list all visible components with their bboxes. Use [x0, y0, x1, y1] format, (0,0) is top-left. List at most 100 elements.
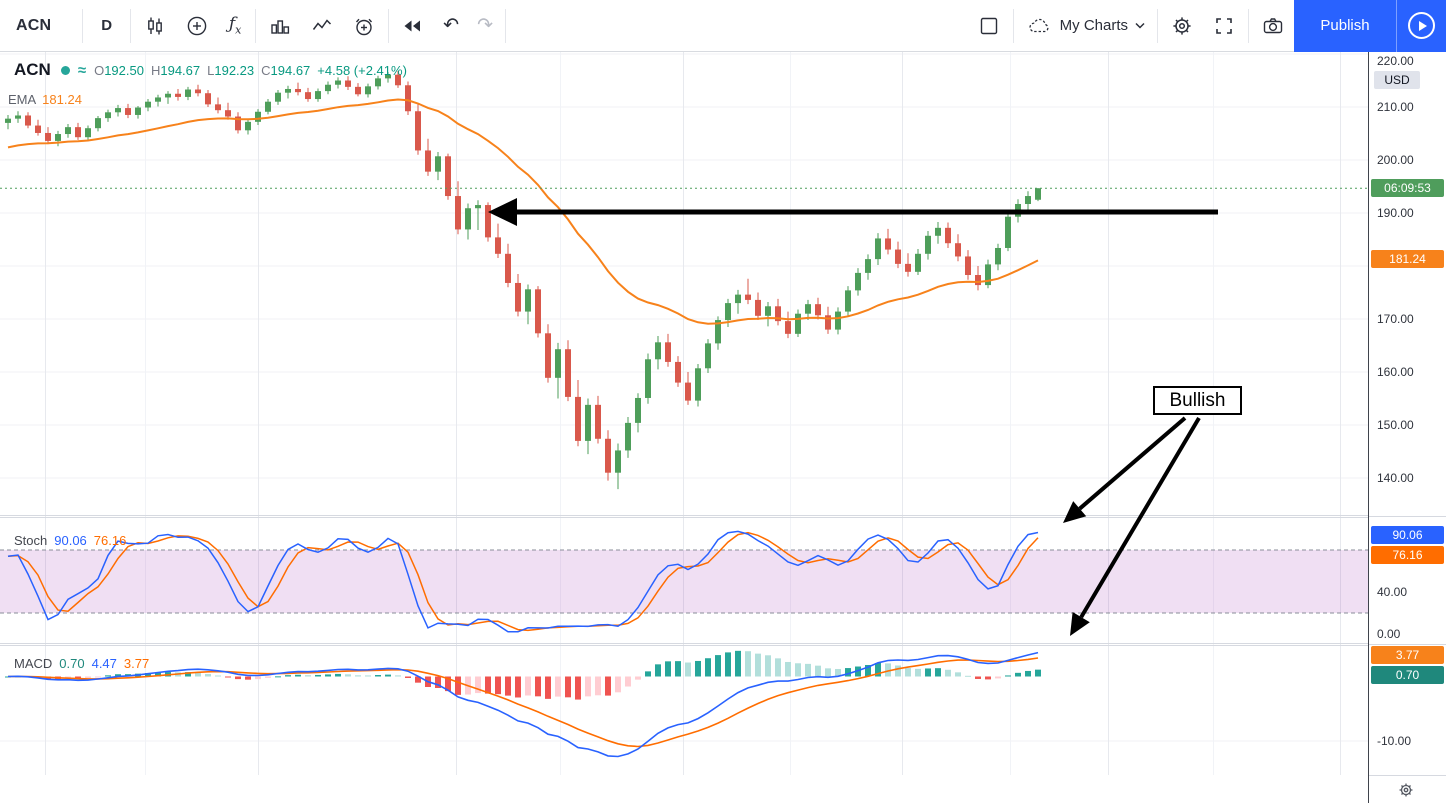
layout-square-icon: [977, 14, 1001, 38]
axis-label-140: 140.00: [1377, 471, 1414, 485]
redo-button[interactable]: ↷: [468, 0, 502, 52]
market-status-icon: [60, 65, 70, 75]
toolbar-divider: [388, 8, 390, 43]
axis-label-190: 190.00: [1377, 206, 1414, 220]
indicators-button[interactable]: ƒx: [218, 0, 252, 52]
high-label: H: [150, 62, 161, 78]
fullscreen-icon: [1212, 14, 1236, 38]
price-axis[interactable]: 220.00 USD 210.00 200.00 06:09:53 190.00…: [1368, 52, 1446, 803]
macd-axis-label-neg10: -10.00: [1377, 734, 1412, 748]
chart-style-button[interactable]: [134, 0, 176, 52]
publish-play-button[interactable]: [1396, 0, 1446, 52]
chevron-down-icon: [1135, 22, 1145, 29]
toolbar-divider: [82, 8, 84, 43]
undo-button[interactable]: ↶: [434, 0, 468, 52]
bar-replay-button[interactable]: [392, 0, 434, 52]
axis-label-220: 220.00: [1377, 54, 1414, 68]
axis-label-210: 210.00: [1377, 100, 1414, 114]
stoch-label: Stoch: [14, 533, 48, 548]
macd-label: MACD: [14, 656, 53, 671]
toolbar-divider: [1012, 8, 1014, 43]
pane-divider: [1369, 516, 1446, 517]
publish-button[interactable]: Publish: [1294, 0, 1396, 52]
delayed-data-icon: ≈: [77, 61, 87, 79]
ema-price-badge: 181.24: [1371, 250, 1444, 268]
my-charts-button[interactable]: My Charts: [1017, 0, 1154, 52]
fx-icon: ƒx: [228, 14, 242, 37]
toolbar-divider: [1248, 8, 1249, 43]
macd-hist-value: 0.70: [59, 656, 85, 671]
close-value: 194.67: [270, 62, 311, 78]
candlestick-icon: [143, 14, 167, 38]
snapshot-button[interactable]: [1252, 0, 1294, 52]
top-toolbar: ACN D ƒx ↶ ↷: [0, 0, 1446, 52]
alarm-plus-icon: [352, 14, 376, 38]
gear-icon: [1170, 14, 1194, 38]
axis-label-160: 160.00: [1377, 365, 1414, 379]
settings-button[interactable]: [1161, 0, 1203, 52]
axis-settings-button[interactable]: [1397, 781, 1415, 803]
fundamentals-button[interactable]: [259, 0, 301, 52]
play-icon: [1419, 20, 1427, 31]
open-value: 192.50: [104, 62, 144, 78]
low-value: 192.23: [214, 62, 255, 78]
layout-button[interactable]: [968, 0, 1010, 52]
open-label: O: [94, 62, 105, 78]
stoch-d-value: 76.16: [93, 533, 127, 548]
currency-badge[interactable]: USD: [1374, 71, 1420, 89]
interval-button[interactable]: D: [101, 17, 113, 34]
columns-icon: [268, 14, 292, 38]
camera-icon: [1261, 14, 1285, 38]
my-charts-label: My Charts: [1059, 17, 1128, 34]
change-value: +4.58 (+2.41%): [317, 62, 407, 78]
macd-signal-value: 3.77: [123, 656, 150, 671]
macd-hist-badge: 0.70: [1371, 666, 1444, 684]
bullish-annotation[interactable]: Bullish: [1153, 386, 1242, 415]
axis-label-150: 150.00: [1377, 418, 1414, 432]
ohlc-values: O192.50 H194.67 L192.23 C194.67 +4.58 (+2.41…: [94, 63, 407, 78]
legend-symbol: ACN: [14, 60, 51, 79]
stochastic-legend[interactable]: Stoch 90.06 76.16: [14, 533, 126, 548]
axis-bottom-divider: [1369, 775, 1446, 776]
close-label: C: [261, 62, 271, 78]
countdown-badge: 06:09:53: [1371, 179, 1444, 197]
toolbar-divider: [1157, 8, 1158, 43]
toolbar-divider: [255, 8, 257, 43]
redo-icon: ↷: [477, 15, 494, 36]
symbol-search-button[interactable]: ACN: [16, 16, 52, 34]
alert-button[interactable]: [343, 0, 385, 52]
stoch-k-value: 90.06: [54, 533, 87, 548]
fullscreen-button[interactable]: [1203, 0, 1245, 52]
play-circle-icon: [1408, 12, 1435, 39]
stoch-axis-label-40: 40.00: [1377, 585, 1408, 599]
ema-label: EMA: [8, 92, 37, 107]
stoch-axis-label-0: 0.00: [1377, 627, 1401, 641]
toolbar-divider: [505, 8, 507, 43]
plus-circle-icon: [185, 14, 209, 38]
low-label: L: [207, 62, 215, 78]
undo-icon: ↶: [443, 15, 460, 36]
publish-split-button: Publish: [1294, 0, 1446, 52]
macd-line-value: 4.47: [91, 656, 117, 671]
macd-legend[interactable]: MACD 0.70 4.47 3.77: [14, 656, 149, 671]
chart-area[interactable]: ACN ≈ O192.50 H194.67 L192.23 C194.67 +4.58 …: [0, 52, 1368, 775]
chart-canvas[interactable]: [0, 52, 1368, 775]
axis-label-170: 170.00: [1377, 312, 1414, 326]
pane-divider: [1369, 644, 1446, 645]
toolbar-divider: [130, 8, 132, 43]
cloud-icon: [1026, 15, 1053, 37]
templates-button[interactable]: [301, 0, 343, 52]
axis-label-200: 200.00: [1377, 153, 1414, 167]
symbol-legend[interactable]: ACN ≈ O192.50 H194.67 L192.23 C194.67 +4.58 …: [14, 60, 407, 80]
gear-icon: [1397, 783, 1415, 803]
high-value: 194.67: [160, 62, 201, 78]
stoch-k-badge: 90.06: [1371, 526, 1444, 544]
ema-legend[interactable]: EMA 181.24: [8, 92, 82, 107]
stoch-d-badge: 76.16: [1371, 546, 1444, 564]
rewind-icon: [401, 14, 425, 38]
ema-value: 181.24: [42, 92, 82, 107]
compare-add-button[interactable]: [176, 0, 218, 52]
macd-signal-badge: 3.77: [1371, 646, 1444, 664]
line-chart-icon: [310, 14, 334, 38]
